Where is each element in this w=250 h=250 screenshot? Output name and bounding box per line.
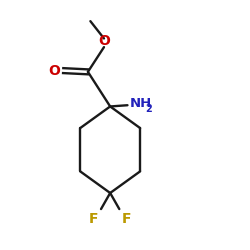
Text: NH: NH — [130, 98, 152, 110]
Text: O: O — [48, 64, 60, 78]
Text: F: F — [89, 212, 98, 226]
Text: 2: 2 — [145, 104, 152, 114]
Text: F: F — [122, 212, 132, 226]
Text: O: O — [98, 34, 110, 48]
